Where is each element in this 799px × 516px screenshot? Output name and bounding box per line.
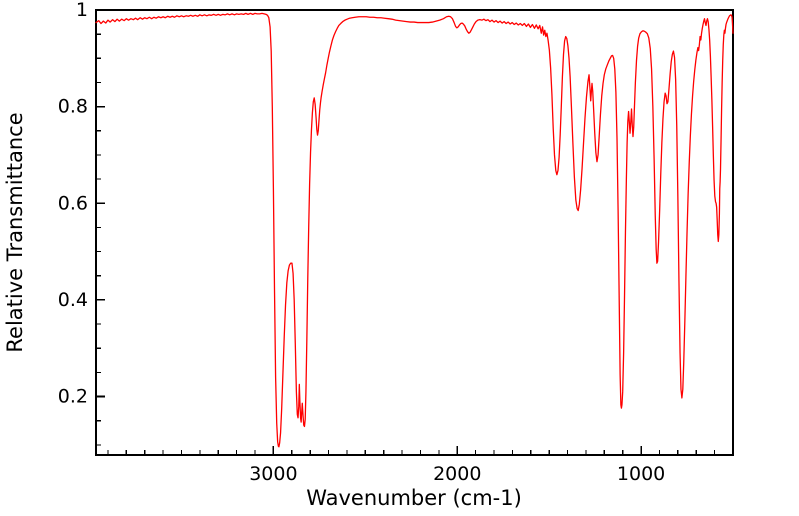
y-tick-label: 0.6: [58, 192, 88, 214]
x-tick-label: 3000: [249, 463, 297, 485]
y-tick-label: 0.2: [58, 386, 88, 408]
y-axis-label: Relative Transmittance: [3, 112, 27, 352]
axis-tick-labels: 3000 2000 1000 1 0.8 0.6 0.4 0.2: [58, 0, 665, 485]
x-axis-label: Wavenumber (cm-1): [306, 486, 522, 510]
x-tick-label: 1000: [617, 463, 665, 485]
y-tick-label: 1: [76, 0, 88, 21]
y-tick-label: 0.8: [58, 96, 88, 118]
spectrum-line: [95, 12, 734, 448]
x-tick-label: 2000: [433, 463, 481, 485]
axis-ticks: [96, 9, 734, 455]
spectrum-curve-group: [95, 12, 734, 448]
plot-frame: [95, 9, 734, 456]
y-tick-label: 0.4: [58, 289, 88, 311]
